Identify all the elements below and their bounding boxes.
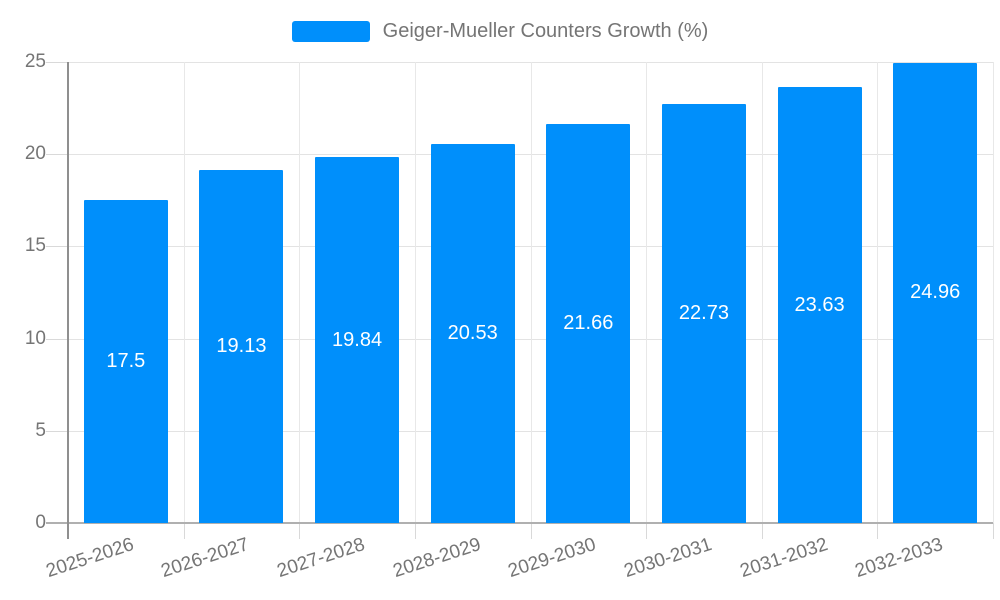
bar[interactable]: 23.63 <box>777 87 862 523</box>
bar[interactable]: 24.96 <box>893 62 978 523</box>
x-axis-tick <box>993 523 994 539</box>
x-axis-tick <box>414 523 416 539</box>
x-axis-tick <box>530 523 532 539</box>
x-axis-tick <box>761 523 763 539</box>
gridline <box>183 62 185 523</box>
bar-value-label: 19.84 <box>332 328 383 351</box>
y-axis-tick-label: 20 <box>24 143 46 165</box>
bar-value-label: 19.13 <box>216 335 267 358</box>
x-axis-tick <box>183 523 185 539</box>
legend[interactable]: Geiger-Mueller Counters Growth (%) <box>0 20 1000 43</box>
bar-value-label: 24.96 <box>910 281 961 304</box>
y-axis-tick <box>46 62 68 63</box>
y-axis-tick-label: 25 <box>24 51 46 72</box>
gridline <box>299 62 301 523</box>
bar[interactable]: 19.13 <box>199 170 284 523</box>
y-axis-tick-label: 10 <box>24 327 46 349</box>
bar-value-label: 20.53 <box>447 322 498 345</box>
bar-value-label: 21.66 <box>563 311 614 334</box>
y-axis-tick <box>46 154 68 156</box>
y-axis-tick-label: 15 <box>24 235 46 257</box>
x-axis-tick <box>877 523 879 539</box>
y-axis-tick-label: 5 <box>35 419 46 441</box>
bar[interactable]: 20.53 <box>430 144 515 523</box>
bar[interactable]: 21.66 <box>546 123 631 523</box>
y-axis-tick <box>46 338 68 340</box>
x-axis-line <box>46 522 993 524</box>
gridline <box>530 62 532 523</box>
x-axis-tick <box>646 523 648 539</box>
y-axis-tick <box>46 430 68 432</box>
bar-value-label: 17.5 <box>106 350 146 373</box>
bar[interactable]: 22.73 <box>661 103 746 523</box>
y-axis-tick-label: 0 <box>35 512 46 533</box>
gridline <box>993 62 994 523</box>
legend-swatch <box>291 21 370 42</box>
gridline <box>877 62 879 523</box>
bar-value-label: 22.73 <box>678 301 729 324</box>
legend-label: Geiger-Mueller Counters Growth (%) <box>382 20 709 42</box>
y-axis-line <box>67 62 69 539</box>
x-axis-tick <box>299 523 301 539</box>
bar[interactable]: 17.5 <box>83 200 168 523</box>
gridline <box>646 62 648 523</box>
gridline <box>414 62 416 523</box>
gridline <box>761 62 763 523</box>
y-axis-tick <box>46 246 68 248</box>
bar[interactable]: 19.84 <box>315 157 400 523</box>
bar-value-label: 23.63 <box>794 293 845 316</box>
